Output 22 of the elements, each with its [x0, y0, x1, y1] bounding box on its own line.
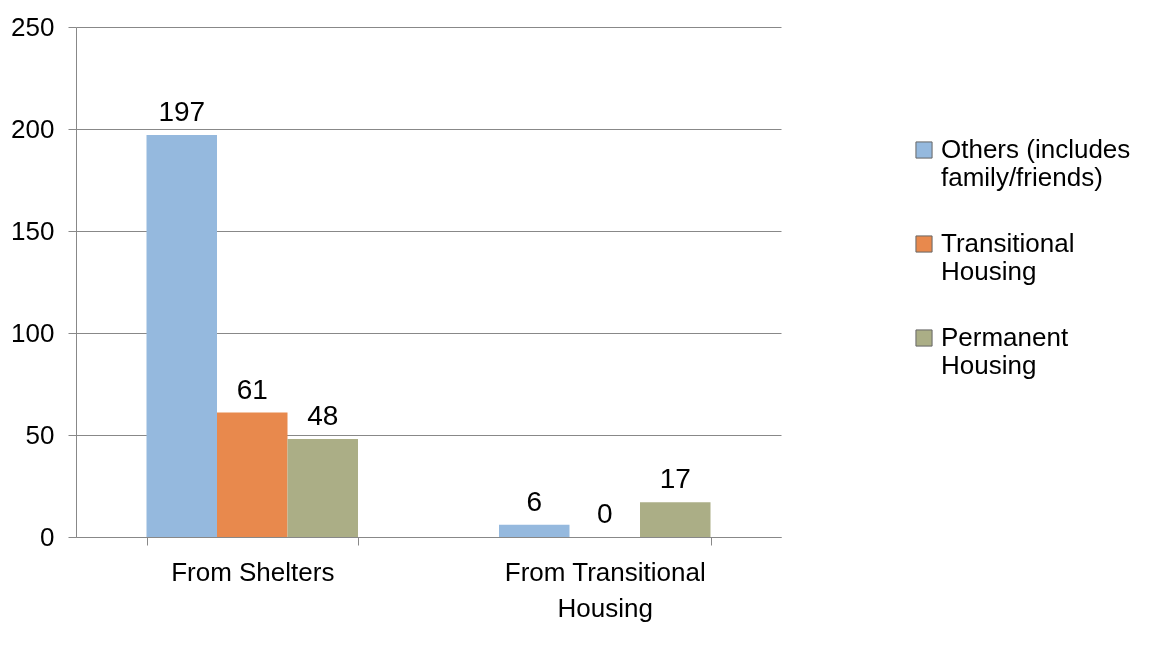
data-label: 48 — [307, 400, 339, 432]
legend-label: Transitional Housing — [941, 228, 1075, 286]
y-tick-label: 250 — [11, 11, 55, 42]
bar — [146, 135, 217, 537]
bar — [499, 524, 570, 537]
y-tick-label: 200 — [11, 113, 55, 144]
bar — [217, 412, 288, 537]
y-tick-label: 0 — [40, 521, 55, 552]
data-label: 6 — [526, 485, 543, 517]
bar — [640, 502, 711, 537]
y-tick-label: 150 — [11, 215, 55, 246]
legend-label: Others (includes family/friends) — [941, 134, 1131, 192]
x-tick-label: From Transitional Housing — [504, 556, 706, 623]
data-label: 197 — [158, 96, 206, 128]
data-label: 0 — [596, 498, 613, 529]
data-label: 17 — [659, 463, 691, 495]
x-tick-label: From Shelters — [171, 556, 335, 587]
legend-label: Permanent Housing — [941, 322, 1069, 380]
bar — [287, 439, 358, 537]
y-tick-label: 50 — [25, 419, 55, 450]
y-tick-label: 100 — [11, 317, 55, 348]
data-label: 61 — [236, 373, 268, 405]
